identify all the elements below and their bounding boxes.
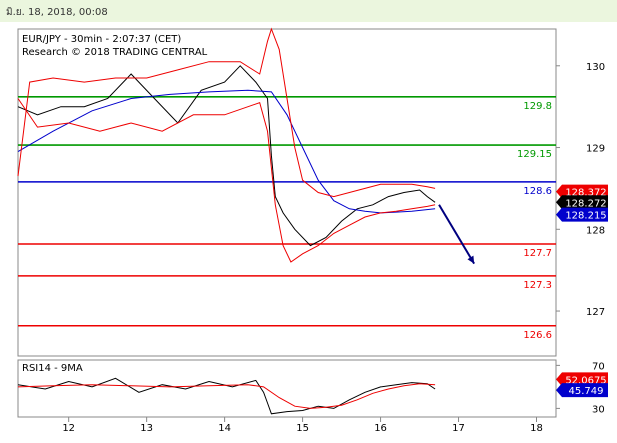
y-tick-label-0: 127 [586, 307, 605, 318]
rsi-tag-label-1: 45.749 [569, 386, 604, 397]
x-tick-label-2: 14 [218, 423, 231, 434]
price-tag-label-1: 128.272 [565, 198, 606, 209]
rsi-y-tick-label-0: 30 [592, 404, 605, 415]
rsi-tag-1 [556, 383, 608, 398]
x-tick-label-0: 12 [62, 423, 75, 434]
x-tick-label-1: 13 [140, 423, 153, 434]
main-panel-frame [17, 28, 557, 357]
price-tag-1 [556, 195, 608, 210]
rsi-tag-0 [556, 372, 608, 387]
level-label-2: 128.6 [523, 186, 552, 197]
rsi-series-rsi [17, 377, 436, 415]
y-tick-label-3: 130 [586, 62, 605, 73]
level-label-5: 126.6 [523, 330, 552, 341]
x-tick-label-6: 18 [530, 423, 543, 434]
price-tag-2 [556, 207, 608, 222]
chart-subtitle: Research © 2018 TRADING CENTRAL [22, 47, 208, 58]
projection-arrow-head [467, 255, 475, 264]
rsi-panel-frame [17, 359, 557, 418]
chart-title: EUR/JPY - 30min - 2:07:37 (CET) [22, 34, 181, 45]
series-price [17, 65, 436, 247]
rsi-label: RSI14 - 9MA [22, 363, 83, 374]
price-tag-label-0: 128.372 [565, 188, 606, 199]
y-tick-label-2: 129 [586, 144, 605, 155]
top-bar: มิ.ย. 18, 2018, 00:08 [0, 0, 617, 22]
level-label-3: 127.7 [523, 248, 552, 259]
level-label-0: 129.8 [523, 101, 552, 112]
projection-arrow-line [438, 204, 475, 265]
price-tag-label-2: 128.215 [565, 211, 606, 222]
rsi-series-rsi_ma [17, 383, 436, 409]
price-tag-0 [556, 184, 608, 199]
series-bb_upper [17, 27, 436, 198]
level-label-1: 129.15 [517, 149, 552, 160]
level-label-4: 127.3 [523, 280, 552, 291]
series-bb_lower [17, 98, 436, 263]
rsi-y-tick-label-1: 70 [592, 361, 605, 372]
y-tick-label-1: 128 [586, 225, 605, 236]
rsi-tag-label-0: 52.0675 [565, 375, 606, 386]
x-tick-label-5: 17 [452, 423, 465, 434]
x-tick-label-3: 15 [296, 423, 309, 434]
timestamp: มิ.ย. 18, 2018, 00:08 [6, 7, 108, 18]
x-tick-label-4: 16 [374, 423, 387, 434]
